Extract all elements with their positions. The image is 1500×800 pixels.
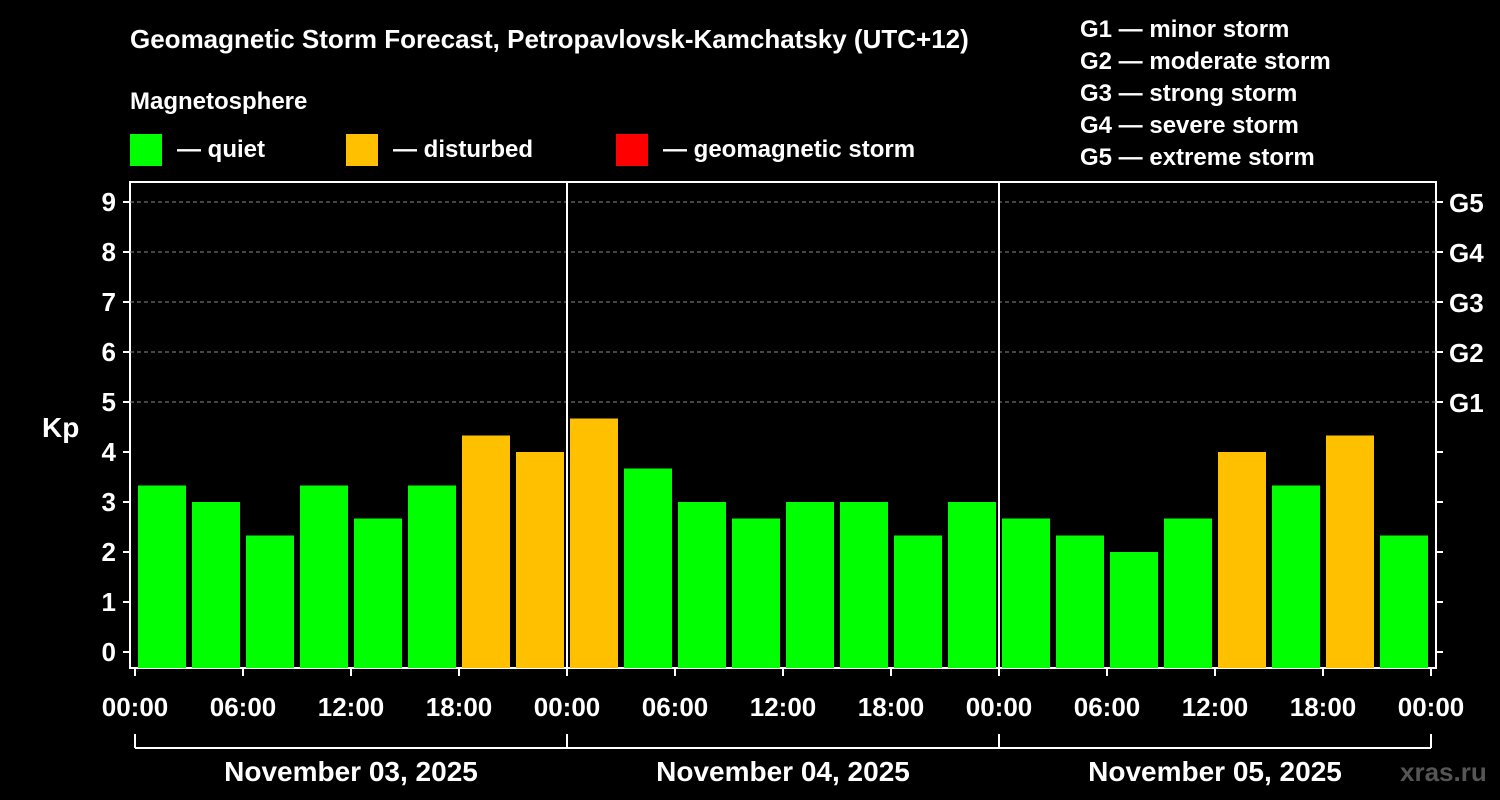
x-tick-label: 00:00 bbox=[534, 692, 601, 722]
x-tick-label: 06:00 bbox=[210, 692, 277, 722]
storm-level-label: G4 bbox=[1449, 238, 1484, 268]
x-tick-label: 18:00 bbox=[858, 692, 925, 722]
bar bbox=[894, 535, 942, 668]
bar bbox=[300, 485, 348, 668]
x-tick-label: 00:00 bbox=[102, 692, 169, 722]
day-label: November 03, 2025 bbox=[224, 756, 478, 787]
y-tick-label: 8 bbox=[102, 237, 116, 267]
x-tick-label: 18:00 bbox=[426, 692, 493, 722]
storm-legend-g1: G1 — minor storm bbox=[1080, 16, 1289, 43]
y-tick-label: 1 bbox=[102, 587, 116, 617]
plot-area: 0 1 2 3 4 5 6 7 8 9 G1 G2 G3 G4 G5 00:00 06:00 12:00 18:00… bbox=[102, 181, 1484, 787]
x-tick-label: 12:00 bbox=[750, 692, 817, 722]
bar bbox=[1326, 435, 1374, 668]
x-tick-label: 00:00 bbox=[966, 692, 1033, 722]
day-label: November 04, 2025 bbox=[656, 756, 910, 787]
bar bbox=[1272, 485, 1320, 668]
x-tick-label: 12:00 bbox=[318, 692, 385, 722]
bar bbox=[1002, 518, 1050, 668]
bar bbox=[1164, 518, 1212, 668]
legend-title: Magnetosphere bbox=[130, 88, 307, 115]
bar bbox=[1218, 452, 1266, 668]
storm-legend-g2: G2 — moderate storm bbox=[1080, 48, 1331, 75]
legend-swatch-storm bbox=[616, 134, 648, 166]
y-tick-label: 5 bbox=[102, 387, 116, 417]
legend-label-disturbed: — disturbed bbox=[393, 136, 533, 163]
y-tick-label: 4 bbox=[102, 437, 117, 467]
bar bbox=[246, 535, 294, 668]
bar bbox=[516, 452, 564, 668]
legend-swatch-disturbed bbox=[346, 134, 378, 166]
x-tick-label: 00:00 bbox=[1398, 692, 1465, 722]
storm-legend-g5: G5 — extreme storm bbox=[1080, 144, 1315, 171]
storm-legend-g3: G3 — strong storm bbox=[1080, 80, 1297, 107]
y-tick-label: 7 bbox=[102, 287, 116, 317]
bar bbox=[786, 502, 834, 668]
legend-label-storm: — geomagnetic storm bbox=[663, 136, 915, 163]
bar bbox=[732, 518, 780, 668]
x-tick-label: 18:00 bbox=[1290, 692, 1357, 722]
x-tick-label: 06:00 bbox=[642, 692, 709, 722]
legend: — quiet — disturbed — geomagnetic storm bbox=[130, 134, 915, 166]
x-tick-label: 12:00 bbox=[1182, 692, 1249, 722]
bar bbox=[354, 518, 402, 668]
y-tick-label: 9 bbox=[102, 187, 116, 217]
y-tick-label: 2 bbox=[102, 537, 116, 567]
storm-level-label: G3 bbox=[1449, 288, 1484, 318]
chart-title: Geomagnetic Storm Forecast, Petropavlovs… bbox=[130, 24, 969, 54]
bar bbox=[948, 502, 996, 668]
storm-legend-g4: G4 — severe storm bbox=[1080, 112, 1299, 139]
storm-level-label: G1 bbox=[1449, 388, 1484, 418]
storm-level-legend: G1 — minor storm G2 — moderate storm G3 … bbox=[1080, 16, 1331, 171]
bar bbox=[1380, 535, 1428, 668]
bar bbox=[1056, 535, 1104, 668]
bar bbox=[138, 485, 186, 668]
y-axis-label: Kp bbox=[42, 412, 79, 443]
x-tick-label: 06:00 bbox=[1074, 692, 1141, 722]
legend-label-quiet: — quiet bbox=[177, 136, 265, 163]
watermark: xras.ru bbox=[1400, 757, 1487, 787]
bar bbox=[408, 485, 456, 668]
legend-swatch-quiet bbox=[130, 134, 162, 166]
bar bbox=[840, 502, 888, 668]
y-tick-label: 6 bbox=[102, 337, 116, 367]
storm-level-label: G5 bbox=[1449, 188, 1484, 218]
y-tick-label: 0 bbox=[102, 637, 116, 667]
y-tick-label: 3 bbox=[102, 487, 116, 517]
bar bbox=[1110, 552, 1158, 668]
day-label: November 05, 2025 bbox=[1088, 756, 1342, 787]
bar bbox=[192, 502, 240, 668]
bar bbox=[624, 468, 672, 668]
bar bbox=[570, 418, 618, 668]
storm-level-label: G2 bbox=[1449, 338, 1484, 368]
bar bbox=[462, 435, 510, 668]
bar bbox=[678, 502, 726, 668]
